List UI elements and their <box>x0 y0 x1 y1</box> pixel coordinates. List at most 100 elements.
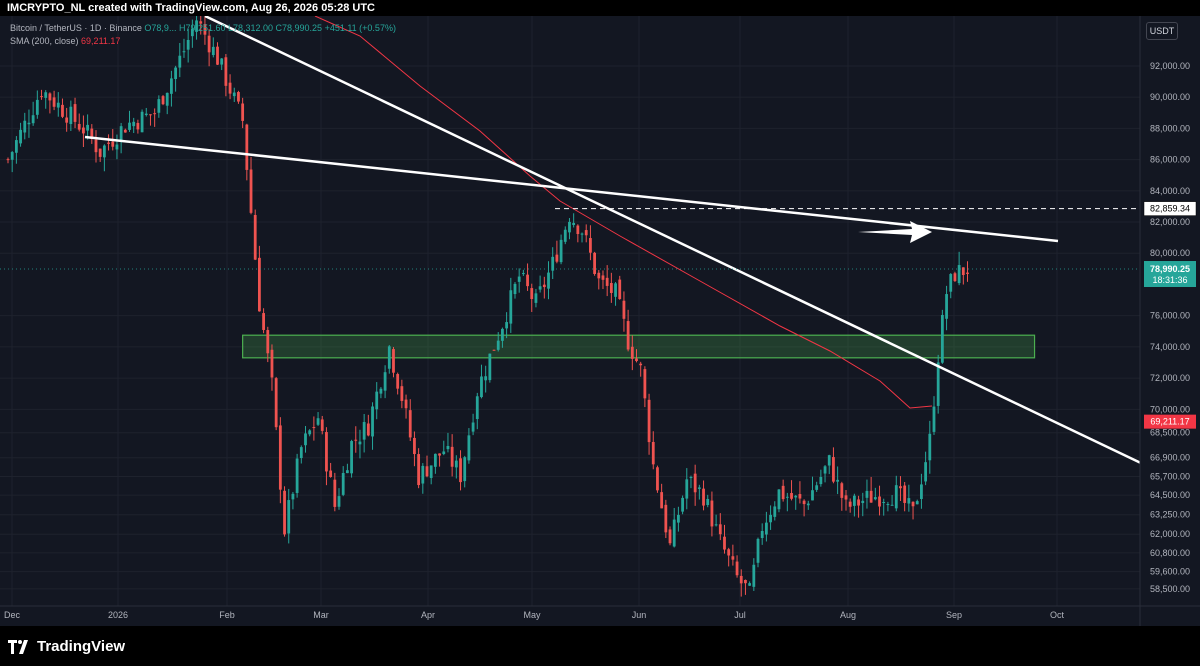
candle[interactable] <box>635 358 638 362</box>
candle[interactable] <box>178 55 182 68</box>
candle[interactable] <box>44 92 48 98</box>
candle[interactable] <box>132 121 136 127</box>
candle[interactable] <box>651 441 655 465</box>
candle[interactable] <box>815 485 819 490</box>
candle[interactable] <box>375 391 379 410</box>
candle[interactable] <box>366 423 370 436</box>
candle[interactable] <box>928 433 932 461</box>
candle[interactable] <box>211 46 215 56</box>
candle[interactable] <box>572 222 576 225</box>
candle[interactable] <box>844 495 848 500</box>
candle[interactable] <box>107 142 110 144</box>
candle[interactable] <box>630 346 634 359</box>
candle[interactable] <box>660 492 664 509</box>
candle[interactable] <box>785 496 789 498</box>
candle[interactable] <box>840 483 844 498</box>
candle[interactable] <box>73 104 77 122</box>
candle[interactable] <box>605 277 609 286</box>
candle[interactable] <box>547 272 550 289</box>
candle[interactable] <box>878 496 881 507</box>
candle[interactable] <box>823 466 827 474</box>
candle[interactable] <box>706 498 710 506</box>
candle[interactable] <box>174 67 177 80</box>
candle[interactable] <box>446 445 450 450</box>
candle[interactable] <box>258 257 261 312</box>
candle[interactable] <box>672 519 676 547</box>
candle[interactable] <box>894 485 898 509</box>
candle[interactable] <box>417 454 421 486</box>
candle[interactable] <box>454 460 458 468</box>
candle[interactable] <box>890 504 894 506</box>
tradingview-logo[interactable]: TradingView <box>8 638 125 655</box>
candle[interactable] <box>463 457 467 482</box>
candle[interactable] <box>400 386 404 401</box>
candle[interactable] <box>727 549 731 556</box>
candle[interactable] <box>358 441 362 445</box>
candle[interactable] <box>379 388 383 394</box>
candle[interactable] <box>739 575 743 584</box>
candle[interactable] <box>857 499 860 506</box>
candle[interactable] <box>911 501 915 507</box>
candle[interactable] <box>308 430 312 435</box>
candle[interactable] <box>773 506 777 517</box>
candle[interactable] <box>35 99 39 115</box>
candle[interactable] <box>861 500 865 504</box>
candle[interactable] <box>140 111 144 133</box>
candle[interactable] <box>714 524 718 526</box>
candle[interactable] <box>149 114 152 116</box>
candle[interactable] <box>291 493 295 500</box>
candle[interactable] <box>153 113 157 115</box>
candle[interactable] <box>459 458 462 483</box>
candle[interactable] <box>345 470 349 474</box>
retest-arrow[interactable] <box>858 221 932 243</box>
candle[interactable] <box>953 273 957 282</box>
candle[interactable] <box>609 283 613 293</box>
candle[interactable] <box>425 466 429 477</box>
candle[interactable] <box>65 117 69 123</box>
candle[interactable] <box>509 290 513 324</box>
trendline-descending-long[interactable] <box>204 16 1146 467</box>
candle[interactable] <box>98 148 102 157</box>
candle[interactable] <box>848 501 852 507</box>
candle[interactable] <box>781 485 785 500</box>
candle[interactable] <box>907 498 911 504</box>
candle[interactable] <box>827 455 831 466</box>
candle[interactable] <box>940 314 944 363</box>
candle[interactable] <box>681 497 684 512</box>
candle[interactable] <box>639 363 643 366</box>
candle[interactable] <box>488 353 492 381</box>
candle[interactable] <box>664 504 668 533</box>
candle[interactable] <box>693 473 697 493</box>
candle[interactable] <box>90 128 94 139</box>
candle[interactable] <box>195 20 198 32</box>
candle[interactable] <box>513 283 517 295</box>
candle[interactable] <box>731 556 735 560</box>
candle[interactable] <box>534 293 538 303</box>
candle[interactable] <box>232 92 236 97</box>
candle[interactable] <box>597 272 601 279</box>
candle[interactable] <box>760 530 764 538</box>
candle[interactable] <box>752 564 756 587</box>
symbol-label[interactable]: Bitcoin / TetherUS · 1D · Binance <box>10 23 142 33</box>
candle[interactable] <box>798 494 802 499</box>
sma-200-line[interactable] <box>314 16 933 409</box>
candle[interactable] <box>949 274 953 292</box>
candle[interactable] <box>777 489 781 510</box>
candle[interactable] <box>312 427 316 429</box>
candle[interactable] <box>873 497 877 500</box>
candle[interactable] <box>157 99 161 113</box>
candle[interactable] <box>769 514 772 523</box>
candle[interactable] <box>392 349 395 373</box>
candle[interactable] <box>245 124 249 170</box>
candle[interactable] <box>413 437 416 455</box>
candle[interactable] <box>450 446 454 467</box>
currency-button[interactable]: USDT <box>1146 22 1178 40</box>
candle[interactable] <box>869 490 873 503</box>
candle[interactable] <box>123 129 127 133</box>
candle[interactable] <box>170 78 173 94</box>
candle[interactable] <box>10 152 14 160</box>
candle[interactable] <box>576 225 580 235</box>
sma-label[interactable]: SMA (200, close) <box>10 36 79 46</box>
price-axis-panel[interactable] <box>1140 16 1200 626</box>
candle[interactable] <box>283 490 286 535</box>
